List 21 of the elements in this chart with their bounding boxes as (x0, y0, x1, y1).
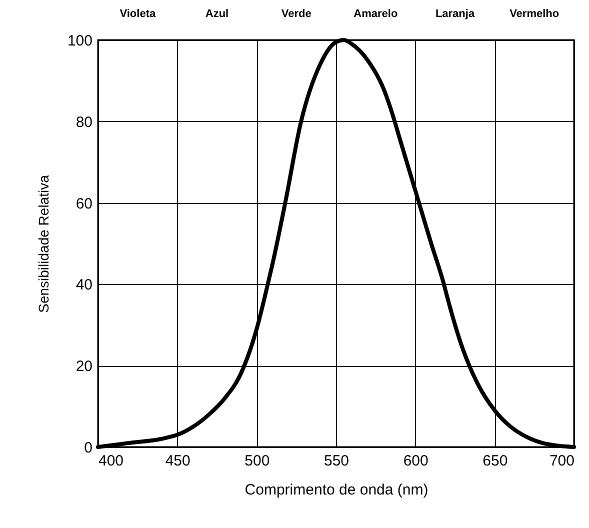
text: Azul (205, 8, 229, 20)
text: Violeta (120, 8, 156, 20)
x-tick-label: 650 (482, 452, 508, 470)
x-tick-label: 600 (403, 452, 428, 470)
y-tick-label: 0 (84, 440, 92, 456)
y-tick-label: 100 (67, 32, 92, 50)
x-tick-label: 500 (244, 452, 270, 470)
x-tick-label: 400 (98, 452, 124, 470)
x-tick-label: 450 (165, 452, 190, 470)
y-tick-label: 40 (76, 276, 92, 294)
text: Verde (281, 8, 312, 20)
y-tick-label: 60 (76, 195, 92, 212)
y-tick-label: 80 (76, 114, 92, 131)
text: Laranja (435, 8, 476, 20)
y-axis-title: Sensibilidade Relativa (35, 174, 52, 313)
x-axis-title: Comprimento de onda (nm) (244, 482, 428, 498)
text: Amarelo (354, 8, 398, 20)
x-tick-label: 550 (324, 452, 350, 470)
text: Vermelho (510, 8, 560, 20)
x-tick-label: 700 (549, 452, 574, 470)
y-tick-label: 20 (76, 358, 92, 376)
